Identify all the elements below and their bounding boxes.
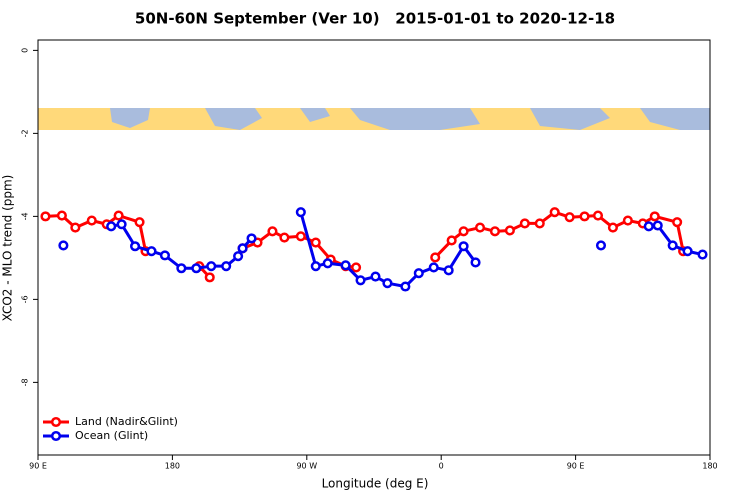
data-point [70, 222, 81, 233]
data-point [643, 221, 654, 232]
data-point [146, 246, 157, 257]
data-point [204, 272, 215, 283]
data-point [592, 210, 604, 221]
data-point [446, 235, 457, 246]
x-tick-label: 180 [702, 462, 717, 471]
data-point [116, 219, 127, 230]
data-point [340, 260, 351, 271]
x-tick-label: 180 [165, 462, 180, 471]
legend-label: Land (Nadir&Glint) [75, 415, 178, 428]
x-tick-label: 90 E [29, 462, 47, 471]
data-point [534, 218, 545, 229]
data-point [667, 240, 678, 251]
data-point [40, 211, 51, 222]
data-point [233, 251, 244, 262]
data-point [413, 268, 424, 279]
legend-marker [50, 416, 62, 428]
map-ocean [110, 108, 710, 130]
data-point [279, 232, 290, 243]
data-point [246, 233, 257, 244]
data-point [56, 210, 67, 221]
data-point [549, 207, 560, 218]
data-point [504, 225, 515, 236]
data-point [176, 263, 187, 274]
y-tick-label: -4 [21, 212, 30, 220]
data-point [458, 226, 469, 237]
data-point [470, 257, 481, 268]
data-point [649, 211, 660, 222]
data-point [355, 275, 366, 286]
y-tick-label: -6 [21, 295, 30, 303]
data-point [191, 263, 202, 274]
x-tick-label: 0 [439, 462, 444, 471]
data-point [607, 222, 618, 233]
data-point [130, 241, 141, 252]
data-point [400, 281, 411, 292]
data-point [206, 261, 217, 272]
data-point [237, 243, 248, 254]
data-point [564, 212, 575, 223]
data-point [579, 211, 590, 222]
data-point [113, 210, 124, 221]
data-point [310, 237, 321, 248]
map-strip [38, 108, 710, 130]
data-point [697, 249, 708, 260]
x-tick-label: 90 W [296, 462, 317, 471]
data-point [370, 271, 381, 282]
data-point [295, 207, 306, 218]
data-point [351, 262, 362, 273]
data-point [310, 261, 321, 272]
data-point [458, 241, 469, 252]
data-point [430, 252, 441, 263]
chart-title: 50N-60N September (Ver 10) 2015-01-01 to… [135, 10, 615, 28]
y-tick-label: -2 [21, 129, 30, 137]
data-point [428, 262, 439, 273]
data-point [134, 217, 145, 228]
data-point [622, 215, 633, 226]
y-tick-label: -8 [21, 378, 30, 386]
y-tick-label: 0 [21, 48, 30, 53]
y-axis-label: XCO2 - MLO trend (ppm) [1, 175, 15, 322]
legend-marker [50, 430, 62, 442]
x-tick-label: 90 E [567, 462, 585, 471]
data-point [489, 226, 501, 237]
data-point [58, 240, 69, 251]
data-point [682, 246, 693, 257]
data-point [474, 222, 486, 233]
data-point [519, 218, 530, 229]
data-point [595, 240, 607, 251]
series-line [45, 210, 685, 279]
data-point [322, 258, 333, 269]
data-point [382, 278, 393, 289]
data-point [672, 217, 683, 228]
data-point [652, 220, 663, 231]
data-point [295, 231, 306, 242]
plot-frame [37, 39, 711, 456]
data-point [267, 226, 278, 237]
data-point [443, 265, 454, 276]
data-point [159, 250, 170, 261]
legend-label: Ocean (Glint) [75, 429, 148, 442]
data-point [221, 261, 232, 272]
x-axis-label: Longitude (deg E) [322, 477, 429, 491]
data-point [106, 221, 117, 232]
data-point [86, 215, 97, 226]
